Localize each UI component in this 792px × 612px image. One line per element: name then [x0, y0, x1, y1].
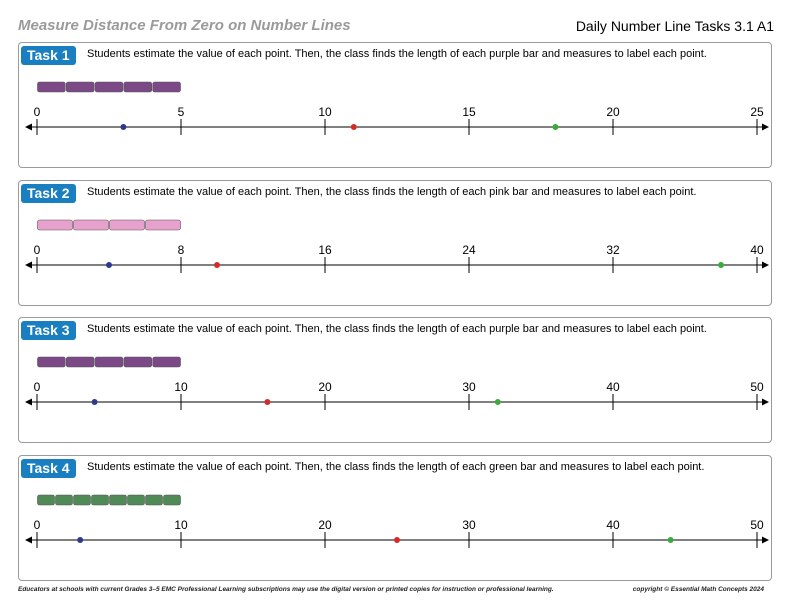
tick-label: 30: [462, 518, 476, 532]
task-panel-2: Task 2 Students estimate the value of ea…: [18, 180, 772, 306]
number-line-point: [350, 124, 357, 130]
bar-segment: [37, 219, 73, 231]
bar-segment: [123, 81, 153, 93]
bar-segment: [163, 494, 181, 506]
left-arrow-icon: [25, 398, 32, 406]
right-arrow-icon: [762, 123, 769, 131]
bar-segment: [37, 494, 55, 506]
tick-label: 10: [174, 380, 188, 394]
number-line-point: [494, 399, 501, 405]
task-badge: Task 1: [21, 46, 76, 65]
bar-segment: [123, 356, 153, 368]
tick-label: 0: [34, 380, 41, 394]
tick-label: 10: [318, 105, 332, 119]
tick-label: 8: [178, 243, 185, 257]
task-badge: Task 2: [21, 184, 76, 203]
tick-label: 40: [606, 518, 620, 532]
task-description: Students estimate the value of each poin…: [87, 48, 707, 60]
bar-segment: [55, 494, 73, 506]
tick-label: 20: [318, 518, 332, 532]
number-line-figure: 0 5 10 15 20 25: [25, 81, 769, 135]
tick-label: 25: [750, 105, 764, 119]
number-line-point: [264, 399, 271, 405]
tick-label: 24: [462, 243, 476, 257]
right-arrow-icon: [762, 398, 769, 406]
task-description: Students estimate the value of each poin…: [87, 186, 697, 198]
bar-segment: [145, 219, 181, 231]
tick-label: 0: [34, 243, 41, 257]
tick-label: 40: [606, 380, 620, 394]
tick-label: 15: [462, 105, 476, 119]
number-line-figure: 0 10 20 30 40 50: [25, 356, 769, 410]
number-line-point: [718, 262, 724, 268]
number-line-point: [394, 537, 400, 543]
tick-label: 10: [174, 518, 188, 532]
bar-segment: [127, 494, 145, 506]
number-line-point: [77, 537, 84, 543]
bar-segment: [94, 81, 124, 93]
number-line-point: [214, 262, 220, 268]
left-arrow-icon: [25, 261, 32, 269]
task-badge: Task 3: [21, 321, 76, 340]
footer-license: Educators at schools with current Grades…: [18, 586, 554, 593]
number-line-figure: 0 10 20 30 40 50: [25, 494, 769, 548]
task-panel-1: Task 1 Students estimate the value of ea…: [18, 42, 772, 168]
bar-segment: [91, 494, 109, 506]
tick-label: 30: [462, 380, 476, 394]
task-panel-3: Task 3 Students estimate the value of ea…: [18, 317, 772, 443]
tick-label: 32: [606, 243, 620, 257]
task-description: Students estimate the value of each poin…: [87, 461, 705, 473]
task-panel-4: Task 4 Students estimate the value of ea…: [18, 455, 772, 581]
tick-label: 40: [750, 243, 764, 257]
bar-segment: [145, 494, 163, 506]
bar-segment: [37, 81, 66, 93]
task-description: Students estimate the value of each poin…: [87, 323, 707, 335]
tick-label: 16: [318, 243, 332, 257]
number-line-point: [667, 537, 674, 543]
tick-label: 0: [34, 105, 41, 119]
right-arrow-icon: [762, 536, 769, 544]
bar-segment: [109, 494, 127, 506]
tick-label: 50: [750, 380, 764, 394]
number-line-point: [106, 262, 112, 268]
bar-segment: [37, 356, 66, 368]
number-line-point: [91, 399, 98, 405]
right-arrow-icon: [762, 261, 769, 269]
page-title: Measure Distance From Zero on Number Lin…: [18, 17, 351, 34]
page-subtitle: Daily Number Line Tasks 3.1 A1: [575, 18, 774, 34]
bar-segment: [65, 356, 95, 368]
footer-copyright: copyright © Essential Math Concepts 2024: [632, 586, 764, 593]
tick-label: 20: [318, 380, 332, 394]
bar-segment: [152, 81, 181, 93]
bar-segment: [73, 494, 91, 506]
number-line-point: [552, 124, 559, 130]
tick-label: 5: [178, 105, 185, 119]
tick-label: 50: [750, 518, 764, 532]
bar-segment: [94, 356, 124, 368]
bar-segment: [73, 219, 109, 231]
tick-label: 20: [606, 105, 620, 119]
number-line-point: [120, 124, 127, 130]
bar-segment: [152, 356, 181, 368]
tick-label: 0: [34, 518, 41, 532]
left-arrow-icon: [25, 123, 32, 131]
task-badge: Task 4: [21, 459, 76, 478]
bar-segment: [65, 81, 95, 93]
left-arrow-icon: [25, 536, 32, 544]
number-line-figure: 0 8 16 24 32 40: [25, 219, 769, 273]
bar-segment: [109, 219, 145, 231]
